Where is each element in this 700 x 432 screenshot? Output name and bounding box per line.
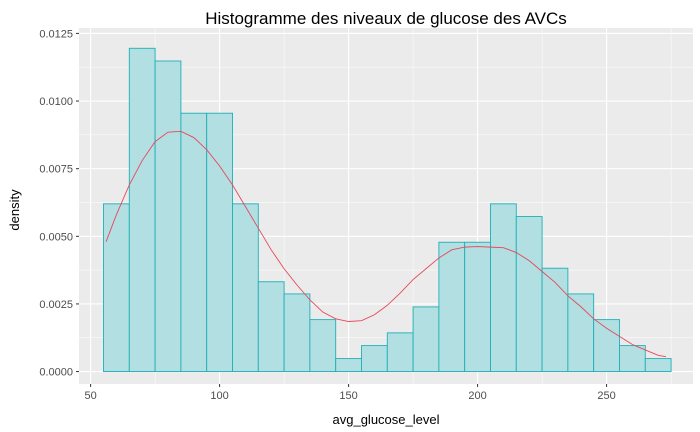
histogram-bar	[257, 281, 285, 373]
y-tick-label: 0.0075	[39, 164, 73, 176]
density-curve	[105, 130, 666, 358]
histogram-bar	[541, 267, 569, 373]
histogram-bar	[464, 241, 491, 373]
histogram-bar	[515, 216, 543, 373]
histogram-bar	[619, 345, 646, 373]
y-tick-label: 0.0100	[39, 96, 73, 108]
histogram-bar	[644, 358, 672, 373]
histogram-bar	[180, 112, 208, 373]
x-tick-label: 200	[468, 390, 486, 402]
histogram-bar	[386, 332, 414, 373]
histogram-bar	[154, 60, 182, 373]
y-axis-ticks: 0.0000 0.0025 0.0050 0.0075 0.0100 0.0125	[39, 28, 79, 379]
histogram-bar	[490, 203, 517, 373]
histogram-bar	[412, 306, 440, 373]
y-tick-label: 0.0050	[39, 231, 73, 243]
histogram-bar	[309, 319, 337, 373]
x-tick-label: 250	[597, 390, 615, 402]
histogram-bar	[438, 241, 466, 373]
histogram-bars	[103, 47, 672, 373]
y-tick-label: 0.0025	[39, 299, 73, 311]
histogram-bar	[567, 293, 595, 373]
chart-title: Histogramme des niveaux de glucose des A…	[205, 9, 567, 28]
y-tick-label: 0.0125	[39, 28, 73, 40]
histogram-bar	[361, 345, 388, 373]
histogram-bar	[206, 112, 233, 373]
histogram-bar	[103, 203, 130, 373]
y-tick-label: 0.0000	[39, 367, 73, 379]
y-axis-title: density	[7, 189, 22, 231]
histogram-bar	[232, 203, 259, 373]
histogram-bar	[128, 47, 156, 373]
x-axis-ticks: 50 100 150 200 250	[84, 384, 616, 402]
x-tick-label: 150	[339, 390, 357, 402]
x-tick-label: 50	[84, 390, 96, 402]
histogram-bar	[593, 319, 620, 373]
x-tick-label: 100	[210, 390, 228, 402]
histogram-bar	[335, 358, 362, 373]
x-axis-title: avg_glucose_level	[333, 412, 440, 427]
histogram-bar	[283, 293, 311, 373]
